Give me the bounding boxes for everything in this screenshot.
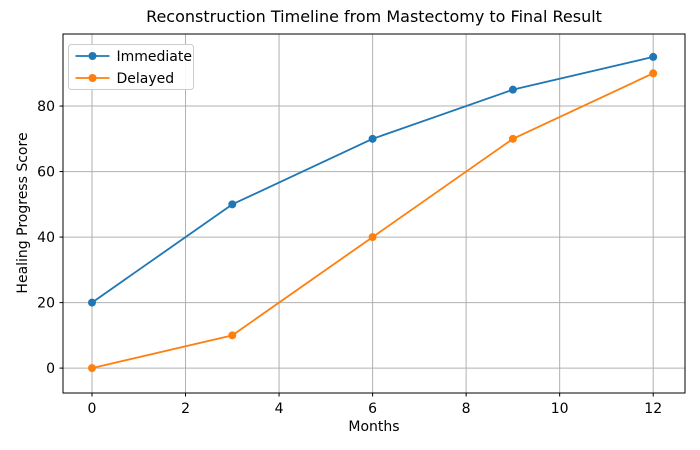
- x-tick-label: 8: [462, 401, 471, 417]
- data-point-delayed: [508, 134, 517, 143]
- data-point-immediate: [228, 200, 237, 209]
- data-point-immediate: [508, 85, 517, 94]
- legend-marker: [88, 74, 97, 82]
- x-tick-label: 6: [368, 401, 377, 417]
- legend-marker: [88, 52, 97, 60]
- x-tick-label: 10: [551, 401, 569, 417]
- plot-border: [62, 33, 686, 394]
- legend-label: Delayed: [117, 71, 175, 87]
- data-point-immediate: [649, 52, 658, 61]
- x-tick-label: 12: [644, 401, 662, 417]
- data-point-delayed: [368, 233, 377, 242]
- data-point-immediate: [368, 134, 377, 143]
- data-point-delayed: [228, 331, 237, 340]
- x-tick-label: 0: [88, 401, 97, 417]
- data-point-delayed: [649, 69, 658, 78]
- y-axis-label: Healing Progress Score: [15, 132, 31, 294]
- data-point-delayed: [87, 364, 96, 373]
- y-tick-label: 60: [37, 165, 55, 181]
- data-point-immediate: [87, 298, 96, 307]
- y-tick-label: 20: [37, 296, 55, 312]
- x-tick-label: 2: [181, 401, 190, 417]
- chart-title: Reconstruction Timeline from Mastectomy …: [146, 7, 602, 26]
- x-tick-label: 4: [275, 401, 284, 417]
- x-axis-label: Months: [348, 419, 400, 435]
- y-tick-label: 80: [37, 99, 55, 115]
- legend-label: Immediate: [117, 49, 192, 65]
- y-tick-label: 0: [46, 361, 55, 377]
- y-tick-label: 40: [37, 230, 55, 246]
